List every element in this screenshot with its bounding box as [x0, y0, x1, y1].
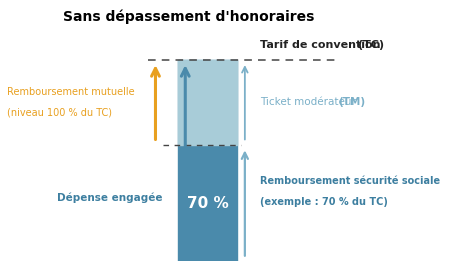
Bar: [178, 60, 238, 145]
Text: Remboursement sécurité sociale: Remboursement sécurité sociale: [260, 176, 440, 186]
Text: Tarif de convention: Tarif de convention: [260, 40, 384, 50]
Text: (exemple : 70 % du TC): (exemple : 70 % du TC): [260, 196, 387, 206]
Text: Ticket modérateur: Ticket modérateur: [260, 97, 359, 107]
Bar: [178, 60, 238, 261]
Text: Dépense engagée: Dépense engagée: [58, 192, 163, 202]
Text: Remboursement mutuelle: Remboursement mutuelle: [6, 87, 134, 97]
Text: (niveau 100 % du TC): (niveau 100 % du TC): [6, 108, 112, 118]
Text: (TC): (TC): [359, 40, 385, 50]
Text: Sans dépassement d'honoraires: Sans dépassement d'honoraires: [63, 9, 315, 24]
Text: (TM): (TM): [338, 97, 365, 107]
Text: 70 %: 70 %: [187, 196, 229, 211]
